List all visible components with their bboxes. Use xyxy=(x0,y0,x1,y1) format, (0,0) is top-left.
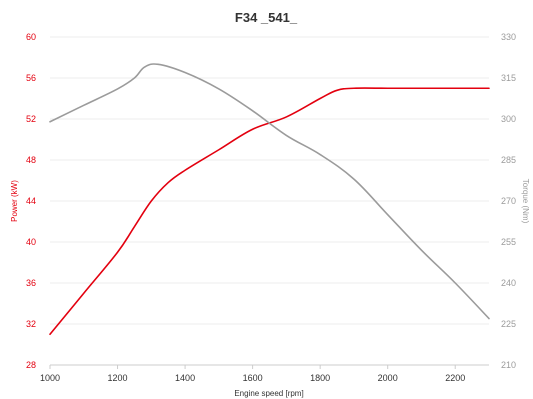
right-y-tick-label: 285 xyxy=(501,155,516,165)
right-y-tick-label: 270 xyxy=(501,196,516,206)
series-lines xyxy=(49,63,490,336)
x-tick-label: 1800 xyxy=(310,373,330,383)
right-y-axis-ticks: 210 225 240 255 270 285 300 315 330 xyxy=(501,32,516,370)
left-y-tick-label: 52 xyxy=(26,114,36,124)
left-y-axis-ticks: 28 32 36 40 44 48 52 56 60 xyxy=(26,32,36,370)
x-tick-label: 2000 xyxy=(378,373,398,383)
chart-title: F34 _541_ xyxy=(235,10,298,25)
x-tick-label: 1600 xyxy=(243,373,263,383)
right-y-tick-label: 330 xyxy=(501,32,516,42)
x-tick-label: 1000 xyxy=(40,373,60,383)
left-y-tick-label: 60 xyxy=(26,32,36,42)
left-y-tick-label: 28 xyxy=(26,360,36,370)
right-y-tick-label: 300 xyxy=(501,114,516,124)
torque-series-line xyxy=(49,63,490,320)
right-y-tick-label: 225 xyxy=(501,319,516,329)
x-tick-label: 2200 xyxy=(445,373,465,383)
right-y-axis-label: Torque (Nm) xyxy=(521,179,530,224)
x-tick-label: 1400 xyxy=(175,373,195,383)
right-y-tick-label: 255 xyxy=(501,237,516,247)
power-series-line xyxy=(49,87,490,336)
left-y-tick-label: 36 xyxy=(26,278,36,288)
right-y-tick-label: 210 xyxy=(501,360,516,370)
left-y-tick-label: 44 xyxy=(26,196,36,206)
left-y-tick-label: 48 xyxy=(26,155,36,165)
left-y-tick-label: 32 xyxy=(26,319,36,329)
left-y-axis-label: Power (kW) xyxy=(10,180,19,222)
grid-lines xyxy=(50,36,489,366)
x-axis-ticks: 1000 1200 1400 1600 1800 2000 2200 xyxy=(40,365,465,383)
x-axis-label: Engine speed [rpm] xyxy=(234,389,303,398)
x-tick-label: 1200 xyxy=(108,373,128,383)
right-y-tick-label: 315 xyxy=(501,73,516,83)
right-y-tick-label: 240 xyxy=(501,278,516,288)
left-y-tick-label: 40 xyxy=(26,237,36,247)
left-y-tick-label: 56 xyxy=(26,73,36,83)
